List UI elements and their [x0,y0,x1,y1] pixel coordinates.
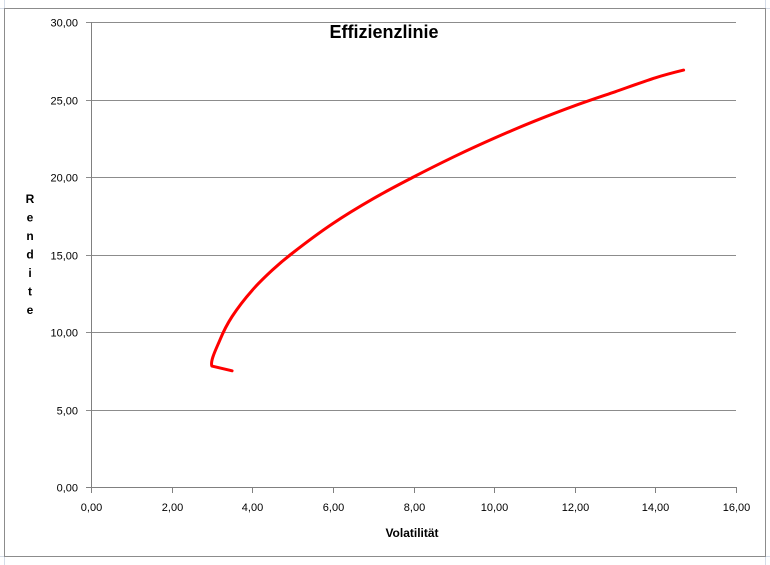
chart-frame [4,8,766,557]
x-axis-label: Volatilität [385,526,438,540]
x-tick-label: 4,00 [242,502,263,514]
y-axis-label-char: d [26,248,33,262]
chart-title: Effizienzlinie [329,22,438,42]
axes [91,22,737,493]
y-axis-label-char: i [28,266,31,280]
y-tick-label: 10,00 [50,328,78,340]
y-axis-label-char: e [27,303,34,317]
y-tick-labels: 0,00 5,00 10,00 15,00 20,00 25,00 30,00 [50,18,78,495]
x-tick-label: 0,00 [81,502,102,514]
x-tick-label: 2,00 [162,502,183,514]
x-tick-label: 8,00 [404,502,425,514]
x-tick-label: 10,00 [481,502,509,514]
y-axis-label-char: e [27,211,34,225]
x-tick-label: 14,00 [642,502,670,514]
y-tick-label: 25,00 [50,96,78,108]
y-axis-label-char: n [26,229,33,243]
series [210,68,686,373]
y-tick-label: 20,00 [50,173,78,185]
x-tick-label: 6,00 [323,502,344,514]
x-tick-label: 16,00 [723,502,751,514]
y-axis-label-char: t [28,285,32,299]
x-tick-labels: 0,00 2,00 4,00 6,00 8,00 10,00 12,00 14,00 16,00 [81,502,750,514]
y-tick-label: 30,00 [50,18,78,30]
series-line [210,68,686,373]
y-tick-label: 0,00 [57,483,78,495]
y-tick-label: 15,00 [50,251,78,263]
x-tick-label: 12,00 [562,502,590,514]
y-axis-label-char: R [26,192,35,206]
y-tick-label: 5,00 [57,406,78,418]
